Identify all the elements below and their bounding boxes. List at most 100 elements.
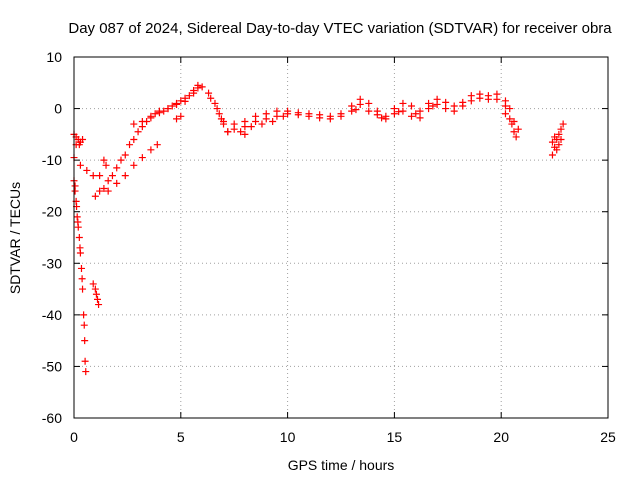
data-point xyxy=(506,115,514,123)
data-point xyxy=(352,106,360,114)
data-point xyxy=(442,98,450,106)
data-point xyxy=(100,185,108,193)
data-point xyxy=(95,301,103,309)
chart-title: Day 087 of 2024, Sidereal Day-to-day VTE… xyxy=(68,20,612,37)
x-tick-label: 10 xyxy=(280,429,296,445)
y-tick-label: -20 xyxy=(42,204,62,220)
data-point xyxy=(76,161,84,169)
data-point xyxy=(121,151,129,159)
data-point xyxy=(130,161,138,169)
data-point xyxy=(262,115,270,123)
series-low-cluster xyxy=(89,280,103,309)
data-point xyxy=(220,117,228,125)
y-axis-label: SDTVAR / TECUs xyxy=(7,182,23,294)
data-point xyxy=(83,166,91,174)
data-point xyxy=(117,156,125,164)
data-point xyxy=(151,110,159,118)
data-point xyxy=(113,179,121,187)
data-point xyxy=(230,125,238,133)
data-point xyxy=(506,105,514,113)
data-point xyxy=(416,114,424,122)
data-point xyxy=(71,182,79,190)
data-point xyxy=(89,172,97,180)
series-band-c xyxy=(104,141,161,195)
data-point xyxy=(412,110,420,118)
series-dip-arc xyxy=(70,154,110,180)
series-band-d xyxy=(130,97,189,128)
data-point xyxy=(75,234,83,241)
x-tick-label: 5 xyxy=(177,429,185,445)
data-point xyxy=(510,128,518,136)
data-point xyxy=(252,117,260,125)
x-axis-label: GPS time / hours xyxy=(288,457,395,473)
data-point xyxy=(442,105,450,113)
data-point xyxy=(153,141,161,149)
data-point xyxy=(198,83,206,91)
data-point xyxy=(173,100,181,108)
data-point xyxy=(79,285,87,293)
data-point xyxy=(147,146,155,154)
data-point xyxy=(80,321,88,329)
data-point xyxy=(407,112,415,120)
data-point xyxy=(194,81,202,89)
data-point xyxy=(467,97,475,105)
y-tick-label: -60 xyxy=(42,410,62,426)
data-point xyxy=(155,109,163,117)
data-point xyxy=(395,108,403,116)
data-point xyxy=(433,100,441,108)
data-point xyxy=(429,102,437,110)
data-point xyxy=(241,123,249,131)
data-point xyxy=(92,290,100,298)
data-point xyxy=(416,107,424,115)
axis-ticks: 0 5 10 15 20 25 10 0 -10 -20 -30 -40 -50 -60 xyxy=(42,49,616,445)
data-point xyxy=(185,92,193,100)
data-point xyxy=(316,114,324,122)
data-point xyxy=(273,112,281,120)
data-point xyxy=(138,154,146,162)
y-tick-label: 0 xyxy=(54,101,62,117)
data-point xyxy=(337,112,345,120)
data-point xyxy=(512,133,520,141)
data-point xyxy=(382,115,390,123)
data-point xyxy=(73,213,81,221)
data-point xyxy=(108,172,116,180)
data-point xyxy=(80,311,88,319)
data-point xyxy=(484,95,492,103)
data-point xyxy=(258,120,266,128)
data-point xyxy=(247,123,255,131)
data-point xyxy=(450,107,458,115)
y-tick-label: -10 xyxy=(42,152,62,168)
data-point xyxy=(501,110,509,118)
data-point xyxy=(104,187,112,195)
data-point xyxy=(138,117,146,125)
data-point xyxy=(476,94,484,102)
data-point xyxy=(224,128,232,136)
data-point xyxy=(181,97,189,105)
data-point xyxy=(553,146,561,154)
data-point xyxy=(365,107,373,115)
series-plateau-c xyxy=(224,102,437,138)
data-point xyxy=(77,264,85,272)
data-point xyxy=(102,161,110,169)
data-point xyxy=(134,128,142,136)
series-plateau-a xyxy=(220,90,514,128)
data-point xyxy=(548,151,556,159)
series-band-b xyxy=(96,89,198,195)
data-point xyxy=(81,357,89,365)
data-point xyxy=(177,112,185,120)
data-point xyxy=(493,95,501,103)
data-point xyxy=(79,136,87,144)
data-point xyxy=(557,136,565,144)
data-point xyxy=(390,110,398,118)
data-point xyxy=(190,87,198,95)
data-point xyxy=(130,136,138,144)
data-point xyxy=(305,112,313,120)
data-point xyxy=(211,99,219,107)
data-point xyxy=(96,172,104,180)
data-point xyxy=(356,100,364,108)
data-point xyxy=(164,105,172,113)
data-point xyxy=(373,111,381,119)
y-tick-label: -50 xyxy=(42,358,62,374)
data-point xyxy=(501,102,509,110)
